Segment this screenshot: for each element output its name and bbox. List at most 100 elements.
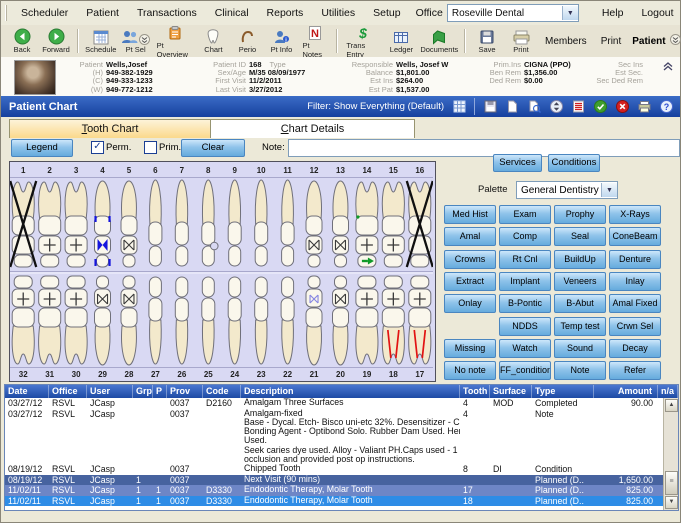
scroll-down-icon[interactable]: ▼ <box>665 496 678 509</box>
proc-button-decay[interactable]: Decay <box>609 338 661 358</box>
proc-button-amal-fixed[interactable]: Amal Fixed <box>609 294 661 314</box>
trans-entry-button[interactable]: $ Trans Entry <box>342 23 384 60</box>
schedule-button[interactable]: Schedule <box>83 27 119 55</box>
legend-button[interactable]: Legend <box>11 139 73 157</box>
grid-icon[interactable] <box>451 98 468 115</box>
perm-checkbox[interactable]: ✓ <box>91 141 104 154</box>
help-icon[interactable]: ? <box>658 98 675 115</box>
proc-button-watch[interactable]: Watch <box>499 338 551 358</box>
members-button[interactable]: Members <box>545 35 587 47</box>
proc-button-veneers[interactable]: Veneers <box>554 271 606 291</box>
menu-item-logout[interactable]: Logout <box>641 7 674 19</box>
table-row[interactable]: 03/27/12 RSVL JCasp 0037 Amalgam-fixed Base -… <box>5 409 678 465</box>
column-header-p[interactable]: P <box>153 385 167 398</box>
print-button[interactable]: Print <box>504 27 538 55</box>
proc-button-ff_condition[interactable]: FF_condition <box>499 361 551 381</box>
column-header-surface[interactable]: Surface <box>490 385 532 398</box>
note-input[interactable] <box>288 139 680 157</box>
proc-button-buildup[interactable]: BuildUp <box>554 249 606 269</box>
chart-button[interactable]: Chart <box>196 27 230 55</box>
menu-item-scheduler[interactable]: Scheduler <box>21 7 69 19</box>
column-header-n-a[interactable]: n/a <box>658 385 678 398</box>
proc-button-seal[interactable]: Seal <box>554 227 606 247</box>
chevron-down-icon[interactable]: ▼ <box>601 183 617 197</box>
perio-button[interactable]: Perio <box>230 27 264 55</box>
table-row[interactable]: 11/02/11 RSVL JCasp 1 1 0037 D3330 Endodontic T… <box>5 495 678 507</box>
tooth-chart[interactable]: 1 2 3 4 5 6 7 8 9 10 11 12 13 14 15 16 32 31 30 29 28 27 26 25 2… <box>9 161 436 382</box>
proc-button-rt-cnl[interactable]: Rt Cnl <box>499 249 551 269</box>
proc-button-sound[interactable]: Sound <box>554 338 606 358</box>
approve-icon[interactable] <box>592 98 609 115</box>
proc-button-med-hist[interactable]: Med Hist <box>444 205 496 224</box>
ledger-button[interactable]: Ledger <box>384 27 418 55</box>
patient-photo[interactable] <box>14 60 56 95</box>
column-header-code[interactable]: Code <box>203 385 241 398</box>
table-row[interactable]: 11/02/11 RSVL JCasp 1 1 0037 D3330 Endodontic T… <box>5 485 678 496</box>
proc-button-b-abut[interactable]: B-Abut <box>554 294 606 314</box>
pt-notes-button[interactable]: N Pt Notes <box>298 23 332 60</box>
save-button[interactable]: Save <box>470 27 504 55</box>
table-row[interactable]: 08/19/12 RSVL JCasp 0037 Chipped Tooth 8 DI Con… <box>5 464 678 475</box>
table-row[interactable]: 03/27/12 RSVL JCasp 0037 D2160 Amalgam Three … <box>5 398 678 409</box>
proc-button-note[interactable]: Note <box>554 361 606 381</box>
forward-button[interactable]: Forward <box>39 27 73 55</box>
forms-icon[interactable] <box>570 98 587 115</box>
column-header-amount[interactable]: Amount <box>594 385 658 398</box>
proc-button-extract[interactable]: Extract <box>444 271 496 291</box>
pt-info-button[interactable]: i Pt Info <box>264 27 298 55</box>
proc-button-prophy[interactable]: Prophy <box>554 205 606 224</box>
column-header-tooth[interactable]: Tooth <box>460 385 490 398</box>
column-header-description[interactable]: Description <box>241 385 460 398</box>
tab-chart-details[interactable]: Chart Details <box>210 119 415 139</box>
chevron-down-icon[interactable]: ▼ <box>561 6 578 20</box>
menu-item-reports[interactable]: Reports <box>266 7 304 19</box>
sort-icon[interactable] <box>548 98 565 115</box>
table-row[interactable]: 08/19/12 RSVL JCasp 1 0037 Next Visit (90 min… <box>5 474 678 486</box>
tab-tooth-chart[interactable]: Tooth Chart <box>9 119 211 139</box>
proc-button-missing[interactable]: Missing <box>444 338 496 358</box>
proc-button-x-rays[interactable]: X-Rays <box>609 205 661 224</box>
cancel-icon[interactable] <box>614 98 631 115</box>
filter-label[interactable]: Filter: Show Everything (Default) <box>307 101 444 112</box>
proc-button-ndds[interactable]: NDDS <box>499 316 551 336</box>
proc-button-temp-test[interactable]: Temp test <box>554 316 606 336</box>
collapse-panel-icon[interactable] <box>662 60 674 74</box>
proc-button-refer[interactable]: Refer <box>609 361 661 381</box>
clear-button[interactable]: Clear <box>181 139 245 157</box>
new-page-icon[interactable] <box>504 98 521 115</box>
column-header-grp[interactable]: Grp <box>133 385 153 398</box>
menu-item-transactions[interactable]: Transactions <box>136 7 197 19</box>
column-header-date[interactable]: Date <box>5 385 49 398</box>
scroll-up-icon[interactable]: ▲ <box>665 399 678 412</box>
proc-button-conebeam[interactable]: ConeBeam <box>609 227 661 247</box>
menu-item-utilities[interactable]: Utilities <box>321 7 356 19</box>
back-button[interactable]: Back <box>5 27 39 55</box>
conditions-button[interactable]: Conditions <box>548 154 600 172</box>
services-button[interactable]: Services <box>493 154 542 172</box>
save-small-icon[interactable] <box>482 98 499 115</box>
print-preview-icon[interactable] <box>526 98 543 115</box>
proc-button-onlay[interactable]: Onlay <box>444 294 496 314</box>
proc-button-no-note[interactable]: No note <box>444 361 496 381</box>
menu-item-help[interactable]: Help <box>601 7 624 19</box>
proc-button-inlay[interactable]: Inlay <box>609 271 661 291</box>
prim-checkbox[interactable] <box>144 141 157 154</box>
proc-button-b-pontic[interactable]: B-Pontic <box>499 294 551 314</box>
menu-item-patient[interactable]: Patient <box>86 7 119 19</box>
column-header-prov[interactable]: Prov <box>167 385 203 398</box>
table-header[interactable]: Date Office User Grp P Prov Code Description Too… <box>5 385 678 398</box>
scrollbar-thumb[interactable]: ≡ <box>665 471 678 495</box>
proc-button-exam[interactable]: Exam <box>499 205 551 224</box>
proc-button-comp[interactable]: Comp <box>499 227 551 247</box>
menu-item-setup[interactable]: Setup <box>373 7 401 19</box>
proc-button-implant[interactable]: Implant <box>499 271 551 291</box>
documents-button[interactable]: Documents <box>418 27 460 55</box>
palette-select[interactable]: General Dentistry ▼ <box>516 181 618 199</box>
proc-button-amal[interactable]: Amal <box>444 227 496 247</box>
printer-icon[interactable] <box>636 98 653 115</box>
print-text-button[interactable]: Print <box>600 35 622 47</box>
table-scrollbar[interactable]: ▲ ≡ ▼ <box>663 398 678 510</box>
pt-overview-button[interactable]: Pt Overview <box>153 23 197 60</box>
column-header-office[interactable]: Office <box>49 385 87 398</box>
